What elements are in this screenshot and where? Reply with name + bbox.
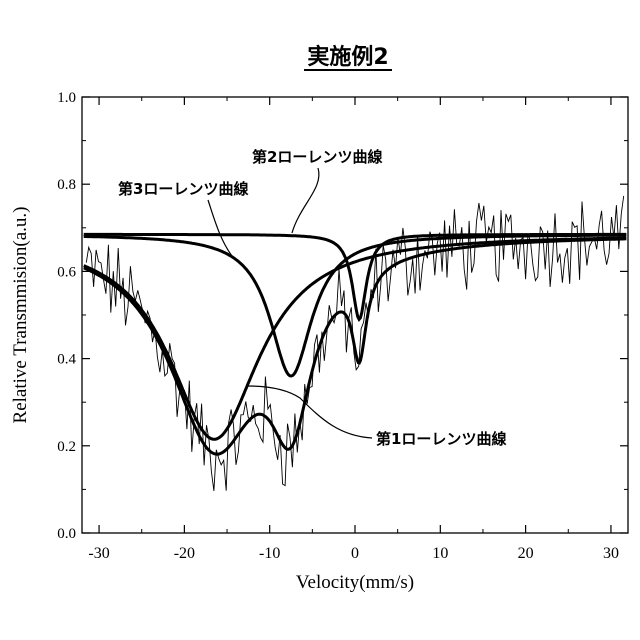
y-tick-label: 0.0: [57, 526, 76, 542]
x-tick-label: -10: [259, 545, 280, 562]
x-tick-label: 20: [518, 545, 534, 562]
y-tick-label: 0.8: [57, 177, 76, 193]
chart-title: 実施例2: [307, 44, 388, 70]
annotation-lorentz-2: 第2ローレンツ曲線: [252, 148, 382, 166]
annotation-lorentz-1: 第1ローレンツ曲線: [376, 430, 506, 448]
y-axis-label: Relative Transmmision(a.u.): [10, 207, 31, 424]
plot-area: [84, 196, 627, 491]
x-tick-label: 30: [603, 545, 619, 562]
x-axis: -30 -20 -10 0 10 20 30: [88, 97, 619, 562]
leader-line-lorentz-2: [292, 168, 319, 233]
x-tick-label: -30: [88, 545, 109, 562]
x-tick-label: -20: [174, 545, 195, 562]
y-tick-label: 0.4: [57, 352, 76, 368]
x-tick-label: 0: [351, 545, 359, 562]
y-tick-label: 0.2: [57, 439, 76, 455]
x-axis-label: Velocity(mm/s): [296, 572, 414, 593]
y-tick-label: 0.6: [57, 264, 76, 280]
annotation-lorentz-3: 第3ローレンツ曲線: [118, 180, 248, 198]
chart: 実施例2 -30 -20 -10 0 10 20 30 0.0 0.2 0.4 0.6 0.8 1.0…: [0, 0, 640, 640]
y-tick-label: 1.0: [57, 90, 76, 106]
x-tick-label: 10: [432, 545, 448, 562]
lorentz-curve-2: [84, 234, 627, 319]
